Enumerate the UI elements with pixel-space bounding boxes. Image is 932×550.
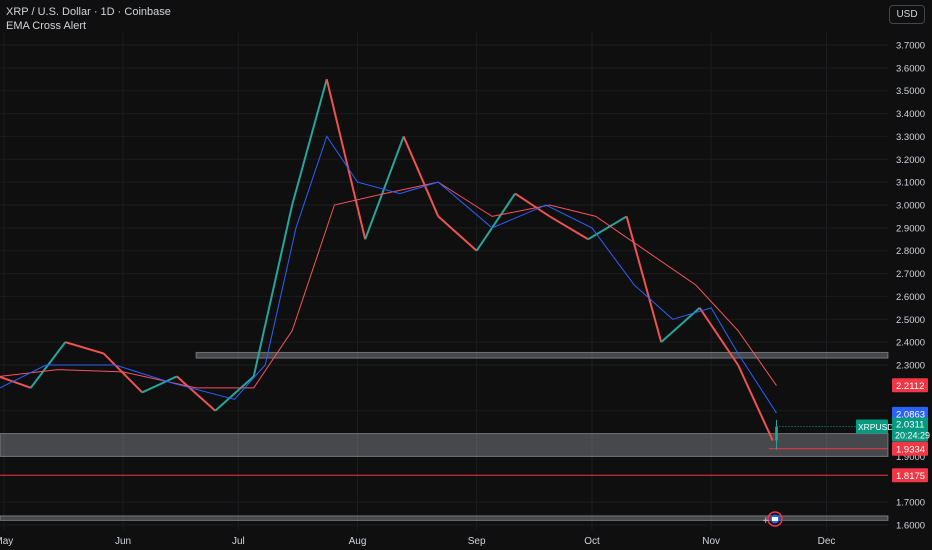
current-price-bg <box>892 417 928 442</box>
x-tick-label: Aug <box>349 536 367 547</box>
price-label-bg <box>892 441 928 456</box>
x-tick-label: Sep <box>468 536 486 547</box>
price-label: 1.9334 <box>892 441 928 456</box>
swing-segment <box>437 215 478 252</box>
event-flag-icon: + <box>762 511 783 527</box>
y-tick-label: 2.8000 <box>896 246 925 257</box>
symbol-tag-text: XRPUSD <box>858 422 893 432</box>
swing-segment <box>176 375 216 412</box>
y-tick-label: 2.3000 <box>896 361 925 372</box>
y-axis: 3.7000 3.6000 3.5000 3.4000 3.3000 3.2000 3.10… <box>896 41 925 532</box>
y-tick-label: 3.4000 <box>896 109 925 120</box>
price-label-bg <box>892 468 928 483</box>
x-axis: May Jun Jul Aug Sep Oct Nov Dec <box>0 536 835 547</box>
swing-segment <box>549 215 589 241</box>
swing-segment <box>364 136 405 240</box>
y-tick-label: 1.7000 <box>896 498 925 509</box>
currency-button[interactable]: USD <box>889 5 925 24</box>
swing-segment <box>0 375 32 389</box>
price-label-text: 2.0863 <box>896 409 925 420</box>
y-tick-label: 2.9000 <box>896 223 925 234</box>
price-label: 2.0863 <box>892 406 928 421</box>
y-tick-label: 3.5000 <box>896 86 925 97</box>
support-zone <box>195 351 889 359</box>
x-tick-label: Dec <box>818 536 836 547</box>
y-tick-label: 3.7000 <box>896 41 925 52</box>
y-tick-label: 3.0000 <box>896 201 925 212</box>
y-tick-label: 2.4000 <box>896 338 925 349</box>
plus-icon: + <box>762 516 770 526</box>
swing-segment <box>141 375 178 394</box>
indicator-label[interactable]: EMA Cross Alert <box>6 20 87 32</box>
countdown-text: 20:24:29 <box>895 430 930 440</box>
swing-segment <box>514 192 551 218</box>
swing-segment <box>214 375 255 412</box>
price-label-bg <box>892 406 928 421</box>
candle-body <box>775 426 778 441</box>
x-tick-label: Jun <box>115 536 131 547</box>
price-label-text: 1.9334 <box>896 444 925 455</box>
y-tick-label: 2.6000 <box>896 292 925 303</box>
swing-segment <box>737 364 774 441</box>
current-price-text: 2.0311 <box>896 419 924 430</box>
swing-segment <box>402 136 440 217</box>
swing-segment <box>103 352 143 394</box>
y-tick-label: 3.1000 <box>896 178 925 189</box>
x-tick-label: Jul <box>232 536 245 547</box>
swing-segment <box>475 193 516 252</box>
price-label-bg <box>892 378 928 393</box>
y-tick-label: 1.9000 <box>896 452 925 463</box>
support-zone <box>0 515 889 521</box>
x-tick-label: Oct <box>584 536 600 547</box>
swing-segment <box>325 79 367 240</box>
y-tick-label: 2.7000 <box>896 269 925 280</box>
ema-fast-line <box>0 135 777 414</box>
swing-segment <box>625 216 663 343</box>
price-swings <box>0 79 774 441</box>
price-label: 1.8175 <box>892 468 928 483</box>
grid <box>0 33 888 530</box>
y-tick-label: 3.3000 <box>896 132 925 143</box>
ema-slow-line <box>0 181 777 389</box>
price-label-text: 2.2112 <box>896 381 924 392</box>
candles <box>775 419 778 450</box>
swing-segment <box>291 79 328 206</box>
price-label-text: 1.8175 <box>896 471 925 482</box>
x-tick-label: Nov <box>702 536 720 547</box>
y-tick-label: 2.5000 <box>896 315 925 326</box>
support-zone <box>0 433 889 457</box>
swing-segment <box>587 215 628 241</box>
chart-title: XRP / U.S. Dollar · 1D · Coinbase <box>6 6 171 18</box>
swing-segment <box>65 341 105 355</box>
y-tick-label: 3.2000 <box>896 155 925 166</box>
price-label: 2.2112 <box>892 378 928 393</box>
swing-segment <box>698 307 739 366</box>
swing-segment <box>252 204 294 377</box>
x-tick-label: May <box>0 536 13 547</box>
y-tick-label: 1.6000 <box>896 521 925 532</box>
symbol-tag-bg <box>856 419 888 434</box>
y-tick-label: 3.6000 <box>896 63 925 74</box>
